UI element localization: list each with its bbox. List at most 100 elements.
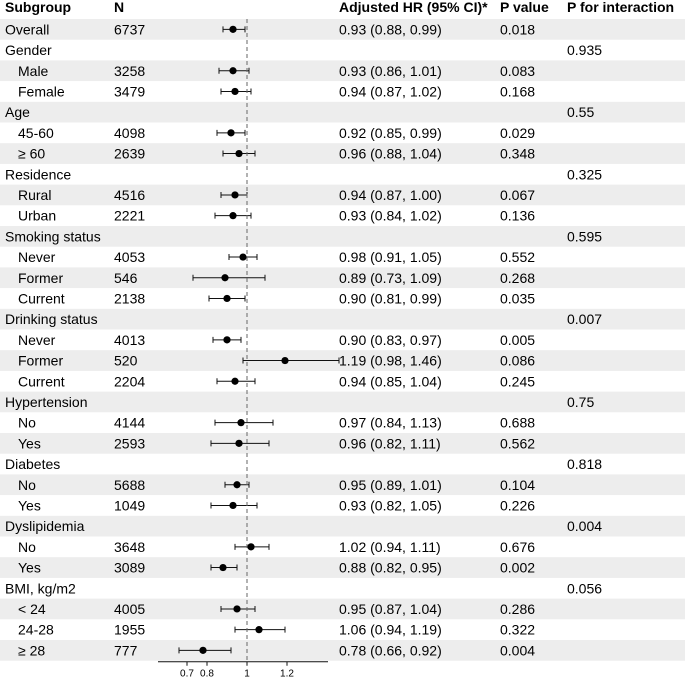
row-hr-ci: 0.90 (0.83, 0.97): [339, 332, 442, 348]
row-hr-ci: 1.06 (0.94, 1.19): [339, 622, 442, 638]
row-hr-ci: 0.92 (0.85, 0.99): [339, 125, 442, 141]
row-n: 6737: [114, 21, 145, 37]
row-hr-ci: 1.19 (0.98, 1.46): [339, 353, 442, 369]
hr-point: [229, 212, 237, 220]
table-row: Rural 4516 0.94 (0.87, 1.00) 0.067: [18, 187, 535, 203]
group-header-row: Drinking status 0.007: [5, 311, 602, 327]
group-header-row: Residence 0.325: [5, 166, 602, 182]
row-p-value: 0.168: [500, 83, 535, 99]
table-row: Yes 3089 0.88 (0.82, 0.95) 0.002: [18, 560, 535, 576]
row-p-value: 0.029: [500, 125, 535, 141]
row-hr-ci: 0.94 (0.87, 1.00): [339, 187, 442, 203]
header-p-interaction: P for interaction: [567, 0, 674, 15]
table-row: Former 520 1.19 (0.98, 1.46) 0.086: [18, 353, 535, 369]
group-header-row: Smoking status 0.595: [5, 228, 602, 244]
row-hr-ci: 0.89 (0.73, 1.09): [339, 270, 442, 286]
row-label: 24-28: [18, 622, 54, 638]
row-hr-ci: 0.98 (0.91, 1.05): [339, 249, 442, 265]
row-p-interaction: 0.818: [567, 456, 602, 472]
table-row: < 24 4005 0.95 (0.87, 1.04) 0.286: [18, 601, 535, 617]
row-label: Dyslipidemia: [5, 518, 85, 534]
row-label: Never: [18, 249, 56, 265]
table-row: Female 3479 0.94 (0.87, 1.02) 0.168: [18, 83, 535, 99]
row-n: 777: [114, 642, 138, 658]
row-band: [0, 350, 685, 371]
row-n: 3089: [114, 560, 145, 576]
row-hr-ci: 0.93 (0.84, 1.02): [339, 208, 442, 224]
row-n: 4098: [114, 125, 145, 141]
row-hr-ci: 0.96 (0.82, 1.11): [339, 435, 441, 451]
group-header-row: Diabetes 0.818: [5, 456, 602, 472]
row-p-interaction: 0.056: [567, 580, 602, 596]
row-n: 4013: [114, 332, 145, 348]
table-row: Urban 2221 0.93 (0.84, 1.02) 0.136: [18, 208, 535, 224]
table-row: Current 2204 0.94 (0.85, 1.04) 0.245: [18, 373, 535, 389]
row-label: Former: [18, 270, 63, 286]
row-p-interaction: 0.007: [567, 311, 602, 327]
hr-point: [229, 25, 237, 33]
row-hr-ci: 0.95 (0.89, 1.01): [339, 477, 442, 493]
hr-point: [223, 294, 231, 303]
table-row: Never 4013 0.90 (0.83, 0.97) 0.005: [18, 332, 535, 348]
row-p-interaction: 0.004: [567, 518, 602, 534]
plot-area: [178, 19, 340, 661]
table-row: No 4144 0.97 (0.84, 1.13) 0.688: [18, 415, 535, 431]
row-p-value: 0.018: [500, 21, 535, 37]
table-row: 24-28 1955 1.06 (0.94, 1.19) 0.322: [18, 622, 535, 638]
row-p-value: 0.676: [500, 539, 535, 555]
row-n: 3258: [114, 63, 145, 79]
row-n: 2221: [114, 208, 145, 224]
group-header-row: Gender 0.935: [5, 42, 602, 58]
row-p-interaction: 0.55: [567, 104, 594, 120]
row-hr-ci: 0.94 (0.87, 1.02): [339, 83, 442, 99]
row-n: 2593: [114, 435, 145, 451]
table-row: Overall 6737 0.93 (0.88, 0.99) 0.018: [5, 21, 535, 37]
row-p-value: 0.322: [500, 622, 535, 638]
group-header-row: Hypertension 0.75: [5, 394, 594, 410]
hr-point: [221, 274, 229, 282]
row-band: [0, 19, 685, 40]
row-label: Overall: [5, 21, 49, 37]
row-p-interaction: 0.595: [567, 228, 602, 244]
row-p-value: 0.002: [500, 560, 535, 576]
row-bands: [0, 19, 685, 661]
row-p-value: 0.086: [500, 353, 535, 369]
row-n: 2138: [114, 290, 145, 306]
hr-point: [233, 481, 241, 489]
row-p-value: 0.226: [500, 497, 535, 513]
hr-point: [235, 439, 243, 447]
x-tick-label: 0.8: [200, 669, 214, 680]
table-row: Former 546 0.89 (0.73, 1.09) 0.268: [18, 270, 535, 286]
row-n: 4005: [114, 601, 145, 617]
row-label: No: [18, 477, 36, 493]
table-row: Male 3258 0.93 (0.86, 1.01) 0.083: [18, 63, 535, 79]
column-headers: Subgroup N Adjusted HR (95% CI)* P value…: [5, 0, 674, 15]
hr-point: [231, 87, 239, 96]
row-hr-ci: 0.94 (0.85, 1.04): [339, 373, 442, 389]
row-n: 5688: [114, 477, 145, 493]
row-p-interaction: 0.935: [567, 42, 602, 58]
row-n: 1955: [114, 622, 145, 638]
row-band: [0, 101, 685, 123]
row-band: [0, 184, 685, 206]
row-band: [0, 391, 685, 413]
row-p-value: 0.552: [500, 249, 535, 265]
row-label: Age: [5, 104, 30, 120]
row-label: Diabetes: [5, 456, 60, 472]
header-n: N: [114, 0, 124, 15]
hr-point: [255, 626, 263, 634]
row-p-value: 0.083: [500, 63, 535, 79]
row-p-value: 0.245: [500, 373, 535, 389]
row-band: [0, 143, 685, 164]
hr-point: [231, 191, 239, 199]
hr-point: [229, 501, 237, 510]
row-n: 546: [114, 270, 138, 286]
row-hr-ci: 0.93 (0.82, 1.05): [339, 497, 442, 513]
header-p-value: P value: [500, 0, 549, 15]
header-hr: Adjusted HR (95% CI)*: [339, 0, 488, 15]
row-label: Urban: [18, 208, 56, 224]
table-row: Yes 2593 0.96 (0.82, 1.11) 0.562: [18, 435, 535, 451]
row-p-value: 0.067: [500, 187, 535, 203]
hr-point: [231, 377, 239, 385]
